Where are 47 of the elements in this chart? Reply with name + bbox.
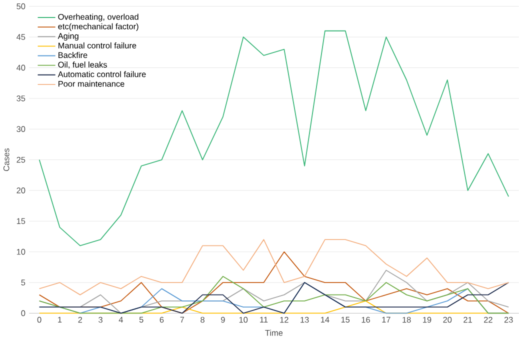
x-tick-label: 21 [464,316,472,322]
x-axis-title: Time [265,330,283,336]
x-tick-label: 14 [321,316,330,322]
y-tick-label: 15 [16,218,26,224]
x-tick-label: 5 [139,316,144,322]
y-tick-label: 5 [21,280,26,286]
legend-label: Oil, fuel leaks [58,61,107,68]
y-tick-label: 35 [16,95,26,102]
y-tick-label: 40 [16,64,26,71]
line-series [38,238,510,296]
y-tick-label: 0 [21,310,26,316]
x-tick-label: 20 [443,316,452,323]
x-tick-label: 4 [118,316,123,322]
legend-label: Automatic control failure [58,71,146,78]
x-tick-label: 15 [341,316,350,322]
y-tick-label: 10 [16,248,26,255]
x-tick-label: 3 [98,316,102,323]
x-tick-label: 19 [423,316,432,323]
x-tick-label: 1 [58,316,62,322]
y-tick-label: 30 [16,126,26,132]
y-axis-title: Cases [3,148,10,171]
legend-label: Backfire [58,52,88,58]
x-tick-label: 9 [221,316,225,323]
legend-label: etc(mechanical factor) [58,23,138,31]
x-tick-label: 2 [78,316,82,322]
x-tick-label: 8 [200,316,204,323]
x-tick-label: 12 [280,316,288,322]
x-tick-label: 6 [160,316,164,323]
x-tick-label: 0 [37,316,42,323]
x-tick-label: 23 [504,316,513,323]
x-tick-label: 18 [402,316,411,323]
y-tick-label: 20 [16,187,26,194]
legend-label: Manual control failure [58,42,136,48]
x-tick-label: 22 [484,316,492,322]
y-tick-label: 45 [16,34,26,40]
line-series [38,30,510,246]
x-tick-label: 11 [260,316,268,322]
x-tick-label: 13 [300,316,309,323]
x-tick-label: 17 [382,316,390,322]
y-tick-label: 25 [16,156,26,163]
y-tick-label: 50 [16,3,26,10]
legend-label: Aging [58,32,78,40]
x-tick-label: 16 [362,316,370,323]
legend-label: Overheating, overload [58,14,138,22]
x-tick-label: 10 [239,316,248,323]
x-tick-label: 7 [180,316,184,322]
legend-label: Poor maintenance [58,80,124,87]
